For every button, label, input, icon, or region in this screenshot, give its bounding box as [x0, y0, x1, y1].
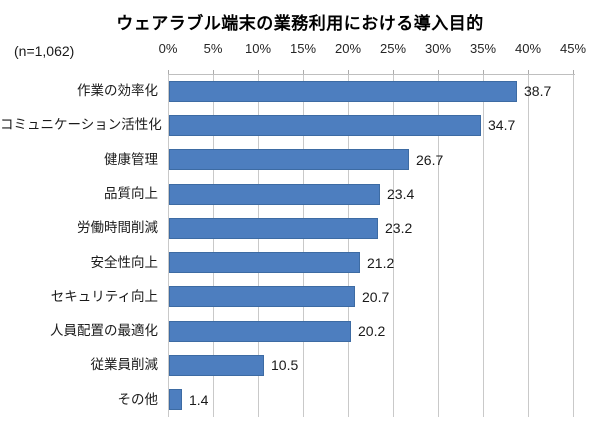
- category-label: 品質向上: [104, 185, 158, 201]
- category-label: 従業員削減: [90, 357, 159, 373]
- value-label: 23.2: [385, 220, 413, 237]
- bar: [169, 320, 351, 342]
- bar: [169, 217, 378, 239]
- gridline: [348, 74, 349, 417]
- bar: [169, 389, 182, 411]
- axis-tick-mark: [258, 70, 259, 74]
- x-axis-tick-label: 5%: [203, 41, 223, 56]
- category-label: 労働時間削減: [77, 220, 158, 236]
- gridline: [213, 74, 214, 417]
- value-label: 34.7: [488, 117, 516, 134]
- value-label: 20.2: [358, 323, 386, 340]
- gridline: [393, 74, 394, 417]
- axis-tick-mark: [168, 70, 169, 74]
- axis-tick-mark: [303, 70, 304, 74]
- axis-tick-mark: [528, 70, 529, 74]
- x-axis-line: [168, 74, 575, 75]
- category-label: セキュリティ向上: [50, 288, 158, 304]
- axis-tick-mark: [348, 70, 349, 74]
- bar: [169, 252, 360, 274]
- gridline: [438, 74, 439, 417]
- value-label: 26.7: [416, 151, 444, 168]
- value-label: 38.7: [524, 83, 552, 99]
- gridline: [303, 74, 304, 417]
- x-axis-tick-label: 0%: [158, 41, 178, 56]
- category-label: 健康管理: [104, 151, 158, 167]
- bar: [169, 355, 264, 377]
- axis-tick-mark: [438, 70, 439, 74]
- sample-size-label: (n=1,062): [14, 43, 75, 59]
- value-label: 20.7: [362, 288, 390, 305]
- value-label: 23.4: [387, 185, 415, 202]
- gridline: [258, 74, 259, 417]
- axis-tick-mark: [213, 70, 214, 74]
- gridline: [168, 74, 169, 417]
- gridline: [528, 74, 529, 417]
- bar: [169, 80, 517, 102]
- x-axis-tick-label: 10%: [244, 41, 272, 56]
- x-axis-tick-label: 45%: [559, 41, 587, 56]
- bar: [169, 286, 355, 308]
- axis-tick-mark: [573, 70, 574, 74]
- chart-title: ウェアラブル端末の業務利用における導入目的: [116, 14, 484, 33]
- x-axis-tick-label: 30%: [424, 41, 452, 56]
- x-axis-tick-label: 20%: [334, 41, 362, 56]
- bar: [169, 183, 380, 205]
- x-axis-tick-label: 25%: [379, 41, 407, 56]
- gridline: [573, 74, 574, 417]
- bar: [169, 114, 481, 136]
- axis-tick-mark: [483, 70, 484, 74]
- axis-tick-mark: [393, 70, 394, 74]
- x-axis-tick-label: 35%: [469, 41, 497, 56]
- category-label: 作業の効率化: [77, 83, 158, 98]
- category-label: その他: [117, 391, 159, 407]
- value-label: 10.5: [271, 357, 299, 374]
- category-label: 人員配置の最適化: [50, 323, 158, 339]
- category-label: コミュニケーション活性化: [0, 117, 162, 133]
- value-label: 21.2: [367, 254, 395, 271]
- x-axis-tick-label: 40%: [514, 41, 542, 56]
- bar: [169, 149, 409, 171]
- category-label: 安全性向上: [90, 254, 159, 270]
- value-label: 1.4: [189, 391, 209, 408]
- x-axis-tick-label: 15%: [289, 41, 317, 56]
- gridline: [483, 74, 484, 417]
